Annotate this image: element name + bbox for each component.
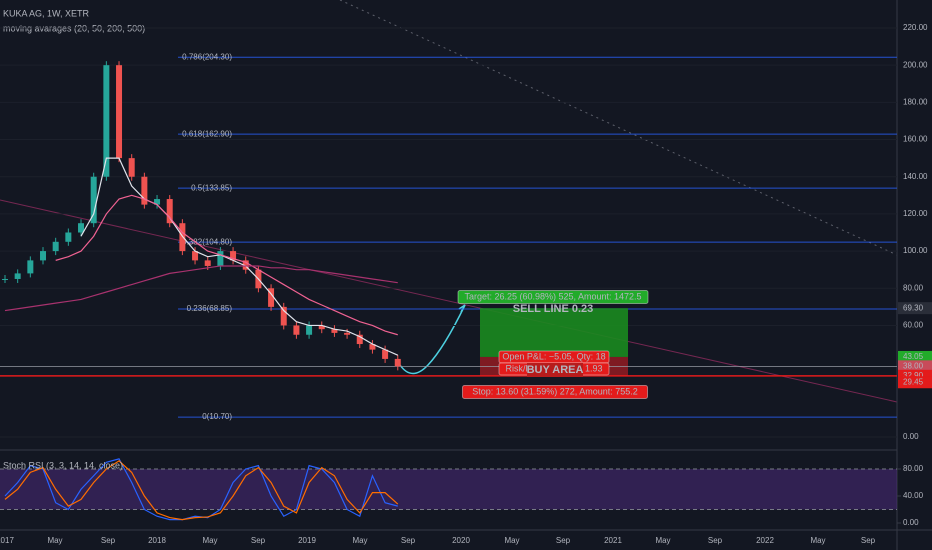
x-tick-label: May bbox=[202, 536, 217, 545]
candle-body bbox=[280, 306, 287, 326]
price-tag-label: 43.05 bbox=[903, 352, 924, 361]
x-tick-label: May bbox=[810, 536, 825, 545]
target-label: Target: 26.25 (60.98%) 525, Amount: 1472… bbox=[464, 291, 641, 301]
candle-body bbox=[166, 199, 173, 224]
candle-body bbox=[27, 260, 34, 274]
y-tick-label: 0.00 bbox=[903, 432, 919, 441]
x-tick-label: Sep bbox=[101, 536, 116, 545]
trend-line bbox=[0, 199, 898, 403]
moving-average bbox=[80, 157, 399, 356]
fib-label: 0.382(104.80) bbox=[182, 237, 232, 246]
candle-body bbox=[103, 65, 110, 177]
candle-body bbox=[128, 158, 135, 177]
price-tag bbox=[898, 376, 932, 389]
candle-body bbox=[192, 251, 199, 261]
x-tick-label: Sep bbox=[861, 536, 876, 545]
candle-body bbox=[40, 251, 47, 261]
y-tick-label: 200.00 bbox=[903, 60, 928, 69]
x-tick-label: 2021 bbox=[604, 536, 622, 545]
candle-body bbox=[306, 325, 313, 335]
stoch-tick-label: 0.00 bbox=[903, 518, 919, 527]
moving-average bbox=[55, 194, 398, 336]
stop-label-bg bbox=[462, 385, 648, 399]
stoch-title: Stoch RSI (3, 3, 14, 14, close) bbox=[3, 460, 123, 470]
x-tick-label: May bbox=[655, 536, 670, 545]
x-tick-label: Sep bbox=[708, 536, 723, 545]
y-tick-label: 100.00 bbox=[903, 246, 928, 255]
stoch-tick-label: 80.00 bbox=[903, 464, 924, 473]
target-label-bg bbox=[457, 290, 649, 304]
price-tag bbox=[898, 302, 932, 315]
x-tick-label: 2020 bbox=[452, 536, 470, 545]
candle-body bbox=[369, 344, 376, 350]
sell-label: SELL LINE 0.23 bbox=[513, 303, 594, 315]
candle-body bbox=[116, 65, 123, 159]
candle-body bbox=[382, 349, 389, 359]
y-tick-label: 60.00 bbox=[903, 321, 924, 330]
buy-bg bbox=[527, 363, 583, 377]
price-tag-label: 32.90 bbox=[903, 371, 924, 380]
stop-label: Stop: 13.60 (31.59%) 272, Amount: 755.2 bbox=[472, 386, 638, 396]
candle-body bbox=[179, 223, 186, 252]
candle-body bbox=[2, 278, 8, 280]
fib-label: 0.5(133.85) bbox=[191, 183, 232, 192]
x-tick-label: Sep bbox=[251, 536, 266, 545]
candle-body bbox=[78, 223, 85, 233]
candle-body bbox=[217, 251, 224, 266]
y-tick-label: 160.00 bbox=[903, 135, 928, 144]
candle-body bbox=[344, 332, 351, 335]
x-tick-label: May bbox=[504, 536, 519, 545]
x-tick-label: 2018 bbox=[148, 536, 166, 545]
stoch-line bbox=[4, 460, 399, 521]
x-tick-label: 2019 bbox=[298, 536, 316, 545]
x-tick-label: Sep bbox=[401, 536, 416, 545]
trend-line bbox=[339, 0, 898, 256]
fib-label: 0.236(68.85) bbox=[187, 304, 233, 313]
candle-body bbox=[293, 325, 300, 335]
candle-body bbox=[331, 329, 338, 333]
candle-body bbox=[356, 334, 363, 345]
candle-body bbox=[242, 260, 249, 270]
candle-body bbox=[65, 232, 72, 242]
buy-label: BUY AREA bbox=[527, 364, 584, 376]
candle-body bbox=[230, 251, 237, 261]
y-tick-label: 180.00 bbox=[903, 97, 928, 106]
y-tick-label: 140.00 bbox=[903, 172, 928, 181]
fib-label: 0.618(162.90) bbox=[182, 129, 232, 138]
x-tick-label: May bbox=[47, 536, 62, 545]
fib-label: 0.786(204.30) bbox=[182, 52, 232, 61]
price-tag bbox=[898, 360, 932, 373]
x-tick-label: 2022 bbox=[756, 536, 774, 545]
forecast-curve bbox=[399, 304, 466, 375]
candle-body bbox=[318, 325, 325, 330]
candle-body bbox=[14, 273, 21, 279]
x-tick-label: Sep bbox=[556, 536, 571, 545]
x-tick-label: 2017 bbox=[0, 536, 14, 545]
price-tag-label: 69.30 bbox=[903, 303, 924, 312]
candle-body bbox=[52, 241, 59, 252]
price-tag-label: 29.45 bbox=[903, 377, 924, 386]
y-tick-label: 220.00 bbox=[903, 23, 928, 32]
candle-body bbox=[204, 260, 211, 266]
candle-body bbox=[268, 288, 275, 307]
y-tick-label: 120.00 bbox=[903, 209, 928, 218]
candle-body bbox=[394, 358, 401, 367]
price-tag-label: 38.00 bbox=[903, 361, 924, 370]
price-tag bbox=[898, 350, 932, 363]
pnl-label: Open P&L: −5.05, Qty: 18 bbox=[502, 351, 605, 361]
candle-body bbox=[154, 199, 161, 205]
stoch-tick-label: 40.00 bbox=[903, 491, 924, 500]
candle-body bbox=[141, 176, 148, 205]
symbol-title: KUKA AG, 1W, XETR bbox=[3, 8, 90, 18]
candle-body bbox=[90, 176, 97, 224]
moving-average bbox=[4, 265, 398, 312]
forecast-arrow bbox=[458, 304, 466, 313]
fib-label: 0(10.70) bbox=[202, 412, 232, 421]
target-zone bbox=[480, 308, 628, 357]
y-tick-label: 80.00 bbox=[903, 283, 924, 292]
x-tick-label: May bbox=[352, 536, 367, 545]
